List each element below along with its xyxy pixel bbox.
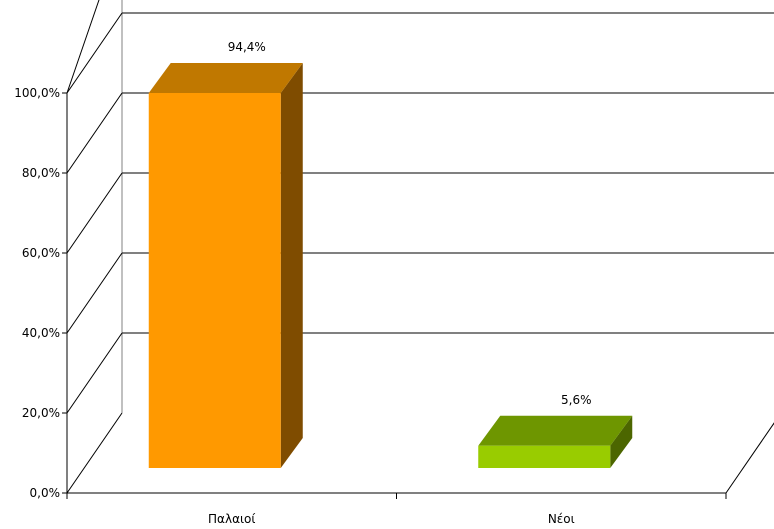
floor-left-edge (66, 412, 123, 494)
gridline-oblique-top (66, 0, 100, 94)
x-tick-label: Νέοι (548, 512, 575, 526)
floor-right-edge (725, 422, 774, 494)
bar (478, 445, 611, 468)
bar (148, 93, 281, 468)
bars (148, 63, 633, 468)
gridline-oblique (66, 332, 123, 414)
gridline-oblique (66, 172, 123, 254)
bar-side (610, 415, 633, 468)
axes (62, 92, 774, 499)
data-label: 5,6% (561, 393, 592, 407)
y-tick-label: 60,0% (22, 246, 60, 260)
gridline-oblique (66, 252, 123, 334)
gridline-oblique (66, 92, 123, 174)
y-tick-label: 100,0% (14, 86, 60, 100)
bar-top (148, 63, 303, 93)
y-tick-label: 80,0% (22, 166, 60, 180)
y-tick-label: 40,0% (22, 326, 60, 340)
y-tick-label: 20,0% (22, 406, 60, 420)
data-label: 94,4% (228, 40, 266, 54)
x-tick-label: Παλαιοί (208, 512, 255, 526)
gridline-oblique (66, 12, 123, 94)
bar-top (478, 415, 633, 446)
bar-side (280, 63, 303, 468)
y-tick-label: 0,0% (30, 486, 61, 500)
labels: 0,0% 20,0% 40,0% 60,0% 80,0% 100,0% 94,4% Παλαι… (14, 40, 591, 526)
